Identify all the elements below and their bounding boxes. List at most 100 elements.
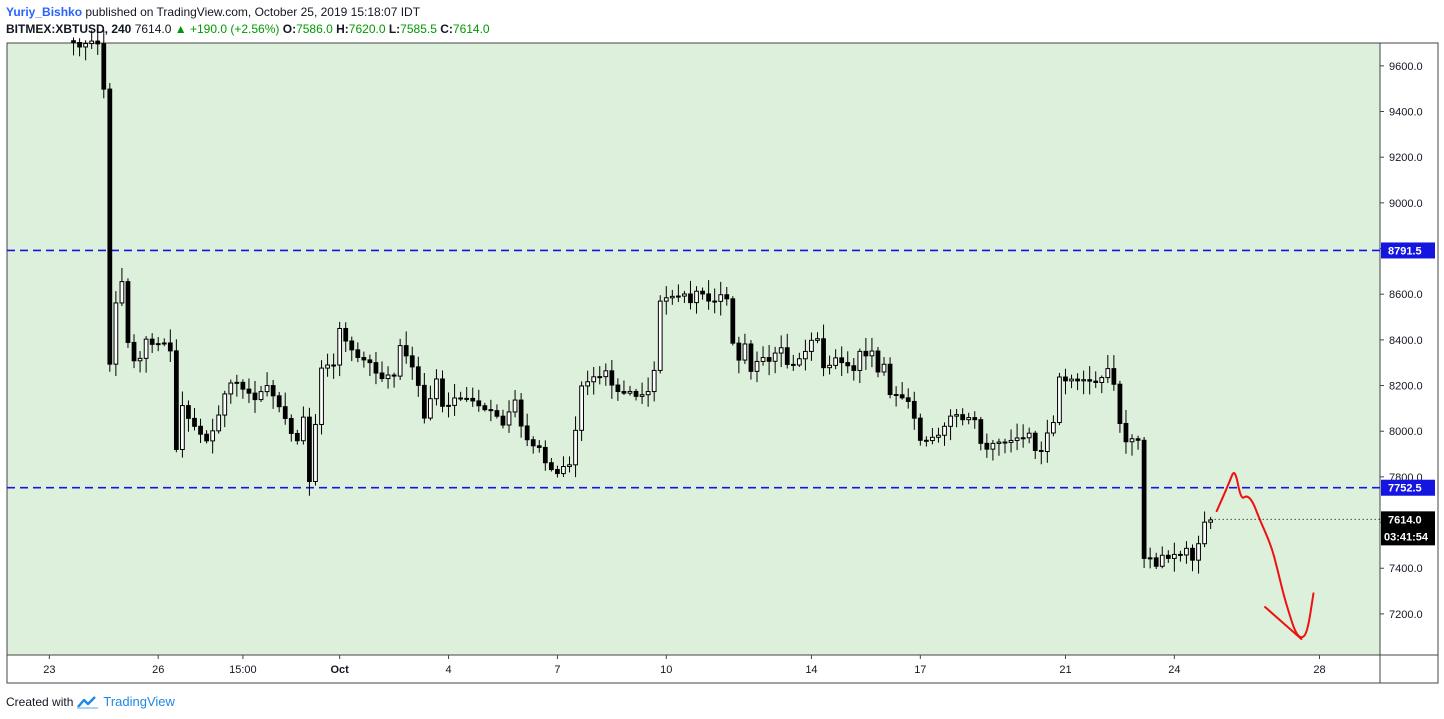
x-tick-label: 14 — [805, 664, 817, 676]
candle-body — [960, 414, 966, 421]
candle-body — [421, 384, 427, 419]
y-tick-label: 8200.0 — [1389, 381, 1423, 393]
candle-body — [923, 439, 929, 442]
candle-body — [688, 293, 693, 304]
candle-body — [470, 397, 476, 402]
y-tick-label: 7200.0 — [1389, 609, 1423, 621]
candle-body — [815, 338, 820, 341]
candle-body — [796, 358, 802, 366]
candle-body — [1135, 438, 1141, 441]
candle-body — [790, 363, 796, 366]
candle-body — [736, 342, 742, 361]
x-tick-label: 23 — [43, 664, 55, 676]
candle-body — [228, 382, 234, 395]
candle-body — [313, 423, 318, 482]
close-value: 7614.0 — [452, 22, 490, 36]
candle-body — [355, 349, 361, 358]
candle-body — [1190, 547, 1195, 561]
candle-body — [107, 88, 113, 365]
candle-body — [234, 381, 240, 384]
candle-body — [948, 415, 953, 427]
candle-body — [954, 414, 959, 417]
candle-body — [300, 416, 306, 442]
candle-body — [694, 290, 699, 304]
x-tick-label: 4 — [445, 664, 451, 676]
candle-body — [911, 400, 917, 419]
level-price-tag — [1381, 242, 1435, 259]
candle-body — [1044, 432, 1050, 453]
candle-body — [379, 372, 385, 380]
candle-body — [204, 433, 209, 442]
candle-body — [682, 293, 687, 297]
candle-body — [1208, 519, 1214, 523]
candle-body — [718, 294, 724, 302]
candle-body — [875, 350, 881, 373]
candle-body — [1129, 438, 1135, 443]
candle-body — [621, 390, 627, 394]
candle-body — [1032, 432, 1038, 451]
candle-body — [803, 350, 808, 360]
candle-body — [361, 356, 367, 361]
candle-body — [1057, 376, 1062, 424]
candle-body — [966, 417, 972, 421]
candle-body — [131, 341, 137, 362]
candle-body — [567, 464, 572, 468]
x-tick-label: 17 — [914, 664, 926, 676]
footer: Created with TradingView — [6, 694, 175, 709]
high-label: H: — [336, 22, 349, 36]
candle-body — [1014, 437, 1020, 441]
freehand-drawing[interactable] — [1215, 472, 1315, 641]
candle-body — [579, 385, 584, 431]
x-tick-label: 28 — [1313, 664, 1325, 676]
candle-body — [700, 290, 705, 295]
candle-body — [748, 343, 754, 372]
candle-body — [1105, 368, 1111, 379]
freehand-arrowhead — [1264, 606, 1303, 641]
open-value: 7586.0 — [296, 22, 333, 36]
candle-body — [282, 406, 288, 419]
candle-body — [609, 370, 615, 386]
candle-body — [343, 327, 349, 342]
low-label: L: — [388, 22, 401, 36]
candle-body — [942, 425, 947, 436]
candle-body — [996, 441, 1002, 444]
candle-body — [276, 395, 282, 408]
candle-body — [1184, 547, 1189, 556]
candle-body — [1063, 376, 1068, 382]
y-tick-label: 7400.0 — [1389, 563, 1423, 575]
price-axis[interactable] — [1379, 42, 1439, 656]
candle-body — [603, 370, 609, 378]
candle-body — [530, 439, 536, 447]
candle-body — [294, 432, 300, 442]
low-value: 7585.5 — [400, 22, 437, 36]
candle-body — [270, 385, 276, 397]
candle-body — [548, 462, 554, 471]
candle-body — [917, 417, 923, 441]
candle-body — [845, 362, 851, 367]
author-link[interactable]: Yuriy_Bishko — [6, 5, 83, 19]
candle-body — [887, 363, 893, 396]
x-tick-label: 26 — [152, 664, 164, 676]
y-tick-label: 9200.0 — [1389, 152, 1423, 164]
candle-body — [1075, 378, 1080, 382]
candle-body — [1051, 422, 1056, 434]
candle-body — [476, 400, 482, 407]
tradingview-brand-link[interactable]: TradingView — [103, 694, 175, 709]
candle-body — [434, 378, 439, 400]
candle-body — [1159, 554, 1165, 567]
up-arrow-icon: ▲ — [174, 22, 187, 36]
candle-body — [651, 369, 657, 393]
candle-body — [1202, 521, 1207, 545]
y-tick-label: 9600.0 — [1389, 61, 1423, 73]
candle-body — [77, 41, 82, 48]
candle-body — [446, 404, 451, 407]
candle-body — [512, 399, 518, 413]
candle-body — [821, 338, 826, 369]
time-axis[interactable] — [6, 654, 1439, 684]
candle-body — [137, 357, 143, 362]
level-price-label: 7752.5 — [1388, 483, 1422, 495]
candle-body — [1008, 439, 1014, 443]
y-tick-label: 8000.0 — [1389, 426, 1423, 438]
plot-area[interactable] — [6, 42, 1381, 656]
